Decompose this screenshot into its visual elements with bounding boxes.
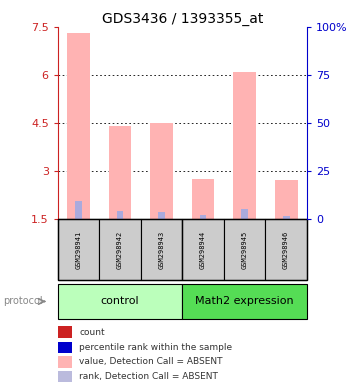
Bar (224, 220, 265, 280)
Bar (58, 341, 72, 353)
Text: Math2 expression: Math2 expression (195, 296, 294, 306)
Bar (58, 371, 72, 382)
Text: value, Detection Call = ABSENT: value, Detection Call = ABSENT (79, 358, 223, 366)
Text: GSM298944: GSM298944 (200, 230, 206, 269)
Text: GSM298946: GSM298946 (283, 230, 289, 269)
Bar (150, 123, 173, 219)
Bar (58, 356, 72, 367)
Text: GSM298945: GSM298945 (242, 230, 248, 269)
Bar (109, 126, 131, 219)
Bar (265, 220, 307, 280)
Text: GSM298943: GSM298943 (158, 230, 165, 269)
Bar (233, 72, 256, 219)
Bar (182, 220, 224, 280)
Bar (241, 209, 248, 219)
Text: GSM298942: GSM298942 (117, 230, 123, 269)
Bar (75, 201, 82, 219)
Text: control: control (101, 296, 139, 306)
Text: GSM298941: GSM298941 (75, 230, 82, 269)
Title: GDS3436 / 1393355_at: GDS3436 / 1393355_at (101, 12, 263, 26)
Text: percentile rank within the sample: percentile rank within the sample (79, 343, 232, 352)
Bar (58, 220, 99, 280)
Bar (182, 284, 307, 319)
Bar (200, 215, 206, 219)
Bar (275, 180, 297, 219)
Text: protocol: protocol (4, 296, 43, 306)
Bar (58, 326, 72, 338)
Bar (192, 179, 214, 219)
Text: count: count (79, 328, 105, 336)
Bar (141, 220, 182, 280)
Bar (58, 284, 182, 319)
Bar (283, 216, 290, 219)
Bar (158, 212, 165, 219)
Bar (67, 33, 90, 219)
Bar (117, 211, 123, 219)
Text: rank, Detection Call = ABSENT: rank, Detection Call = ABSENT (79, 372, 218, 381)
Bar (99, 220, 141, 280)
